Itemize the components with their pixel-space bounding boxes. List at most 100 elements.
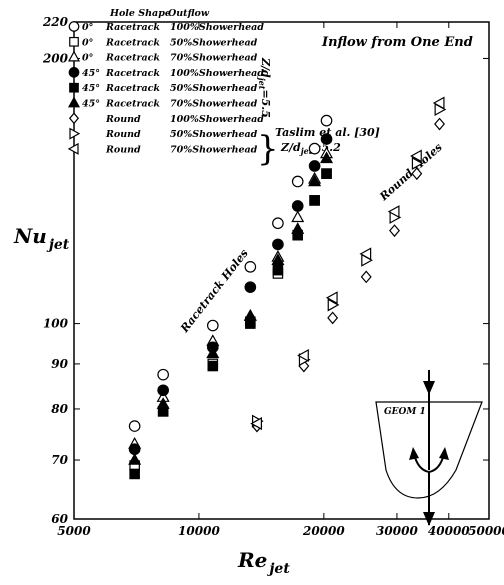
legend-marker-2 (67, 50, 81, 62)
y-tick-label: 60 (51, 512, 68, 526)
y-tick-label: 200 (42, 51, 69, 65)
legend-marker-3 (68, 67, 80, 78)
data-point-series-6 (327, 311, 339, 325)
x-tick-label: 5000 (57, 524, 91, 538)
legend-shape-3: Racetrack (105, 68, 160, 79)
legend-angle-5: 45° (82, 99, 100, 110)
legend-header-shape: Hole Shape (109, 8, 171, 19)
data-point-series-4 (321, 168, 332, 179)
data-point-series-0 (272, 217, 284, 230)
data-point-series-5 (243, 309, 257, 321)
legend-outflow-7: 50%Showerhead (170, 129, 258, 140)
geometry-arrowhead-left (409, 447, 419, 460)
data-point-series-0 (128, 420, 141, 432)
data-point-series-6 (360, 270, 372, 284)
y-axis-title-sub: jet (46, 237, 70, 253)
reference-note-main: Z/d (280, 141, 301, 154)
data-point-series-8 (410, 149, 422, 163)
data-point-series-3 (272, 238, 284, 251)
legend-marker-4 (69, 82, 79, 93)
legend-shape-0: Racetrack (105, 22, 160, 33)
axis-ticks (73, 21, 490, 520)
legend-outflow-6: 100%Showerhead (170, 114, 264, 125)
data-point-series-5 (308, 174, 322, 187)
data-point-series-7 (411, 156, 424, 170)
data-point-series-0 (206, 319, 219, 332)
legend-angle-2: 0° (82, 53, 93, 64)
y-tick-label: 100 (43, 317, 69, 331)
legend-angle-3: 45° (82, 68, 100, 79)
x-tick-label: 50000 (468, 524, 504, 538)
geometry-arrowhead-out (423, 512, 435, 526)
legend-shape-6: Round (105, 114, 141, 125)
data-point-series-6 (434, 117, 446, 131)
data-point-series-0 (320, 114, 333, 127)
legend-rotated-note: Z/djet=5.5 (257, 57, 272, 118)
legend-angle-0: 0° (82, 22, 93, 33)
geometry-label: GEOM 1 (384, 407, 426, 417)
geometry-inset: GEOM 1 (375, 370, 483, 526)
data-point-series-5 (291, 222, 305, 234)
data-point-series-8 (432, 96, 445, 110)
y-tick-label: 70 (51, 453, 68, 467)
data-point-series-0 (291, 175, 304, 188)
x-axis-title: Re jet (237, 548, 290, 577)
legend-angle-1: 0° (82, 37, 93, 48)
data-points (128, 96, 447, 480)
data-point-series-6 (411, 167, 423, 181)
data-point-series-3 (128, 443, 141, 456)
data-point-series-0 (157, 368, 169, 381)
legend-shape-8: Round (105, 144, 141, 155)
data-point-series-8 (387, 205, 400, 219)
legend: 0° Racetrack 100%Showerhead 0° Racetrack 50%S… (67, 21, 264, 155)
data-point-series-3 (320, 133, 333, 145)
geometry-arrowhead-right (439, 447, 449, 460)
x-tick-label: 20000 (302, 524, 345, 538)
legend-marker-1 (69, 36, 79, 47)
legend-marker-5 (67, 96, 81, 108)
x-tick-label: 40000 (428, 524, 470, 538)
legend-marker-7 (69, 127, 81, 140)
legend-angle-4: 45° (82, 83, 100, 94)
data-point-series-5 (156, 397, 170, 409)
legend-outflow-8: 70%Showerhead (170, 144, 258, 155)
legend-shape-4: Racetrack (105, 83, 160, 94)
legend-marker-6 (68, 112, 80, 125)
x-axis-title-main: Re (237, 548, 267, 572)
geometry-outline (375, 401, 483, 499)
data-point-series-5 (320, 151, 334, 164)
reference-brace: } (257, 129, 279, 169)
legend-header-outflow: Outflow (168, 8, 210, 19)
legend-shape-1: Racetrack (105, 37, 160, 48)
y-tick-label: 90 (51, 357, 68, 371)
geometry-arrowhead-in (423, 381, 435, 395)
legend-outflow-2: 70%Showerhead (170, 53, 258, 64)
data-point-series-8 (250, 417, 262, 431)
data-point-series-5 (206, 346, 220, 359)
legend-outflow-1: 50%Showerhead (170, 37, 258, 48)
y-tick-label: 220 (42, 15, 69, 29)
legend-marker-8 (67, 142, 79, 155)
reference-note-sub: jet (299, 146, 313, 156)
legend-outflow-5: 70%Showerhead (170, 99, 258, 110)
data-point-series-8 (359, 247, 372, 261)
axis-tick-labels: 5000 10000 20000 30000 4000050000 60 70 80 90 100… (42, 15, 504, 538)
data-point-series-3 (244, 281, 257, 293)
plot-frame (73, 21, 490, 520)
legend-shape-7: Round (105, 129, 141, 140)
data-point-series-4 (309, 195, 320, 206)
x-tick-label: 10000 (178, 524, 220, 538)
data-point-series-6 (389, 224, 400, 238)
y-axis-title-main: Nu (13, 224, 47, 248)
data-point-series-2 (291, 210, 305, 223)
y-tick-label: 80 (51, 402, 68, 416)
data-point-series-0 (308, 142, 321, 155)
data-point-series-0 (244, 261, 257, 273)
legend-shape-2: Racetrack (105, 53, 160, 64)
data-point-series-5 (271, 253, 285, 266)
data-point-series-8 (325, 291, 338, 305)
legend-outflow-0: 100%Showerhead (170, 22, 264, 33)
data-point-series-4 (129, 468, 140, 480)
x-axis-title-sub: jet (266, 561, 290, 577)
